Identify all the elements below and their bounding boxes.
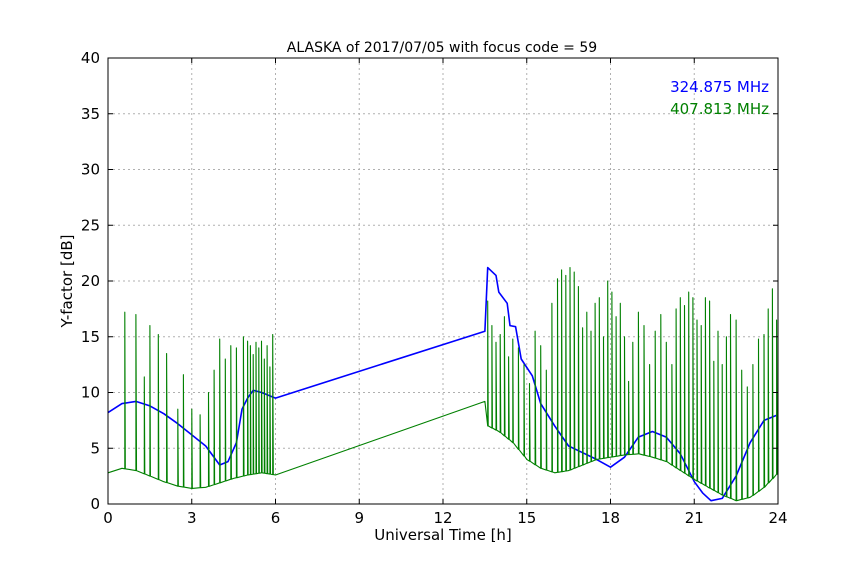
- y-tick-label: 30: [81, 161, 100, 179]
- x-tick-label: 0: [103, 509, 113, 527]
- y-tick-label: 20: [81, 272, 100, 290]
- y-tick-label: 10: [81, 384, 100, 402]
- series-407-813-mhz: [107, 267, 779, 502]
- x-tick-label: 24: [768, 509, 787, 527]
- y-tick-label: 35: [81, 105, 100, 123]
- y-tick-label: 15: [81, 328, 100, 346]
- x-tick-label: 15: [517, 509, 536, 527]
- y-tick-label: 0: [90, 495, 100, 513]
- legend-entry-324-875-mhz: 324.875 MHz: [670, 78, 769, 96]
- chart-title: ALASKA of 2017/07/05 with focus code = 5…: [287, 40, 597, 56]
- y-tick-label: 25: [81, 216, 100, 234]
- legend-entry-407-813-mhz: 407.813 MHz: [670, 100, 769, 118]
- x-axis-label: Universal Time [h]: [374, 526, 512, 544]
- x-tick-label: 6: [271, 509, 281, 527]
- series-layer: [107, 266, 779, 502]
- x-tick-label: 9: [354, 509, 364, 527]
- x-tick-label: 21: [685, 509, 704, 527]
- x-tick-label: 3: [187, 509, 197, 527]
- ticks: 0 3 6 9 12 15 18 21 24 0 5 10 15 20 25 30 35 40: [81, 49, 788, 527]
- series-line: [107, 267, 779, 502]
- y-axis-label: Y-factor [dB]: [58, 234, 76, 328]
- y-tick-label: 40: [81, 49, 100, 67]
- y-tick-label: 5: [90, 439, 100, 457]
- x-tick-label: 18: [601, 509, 620, 527]
- x-tick-label: 12: [433, 509, 452, 527]
